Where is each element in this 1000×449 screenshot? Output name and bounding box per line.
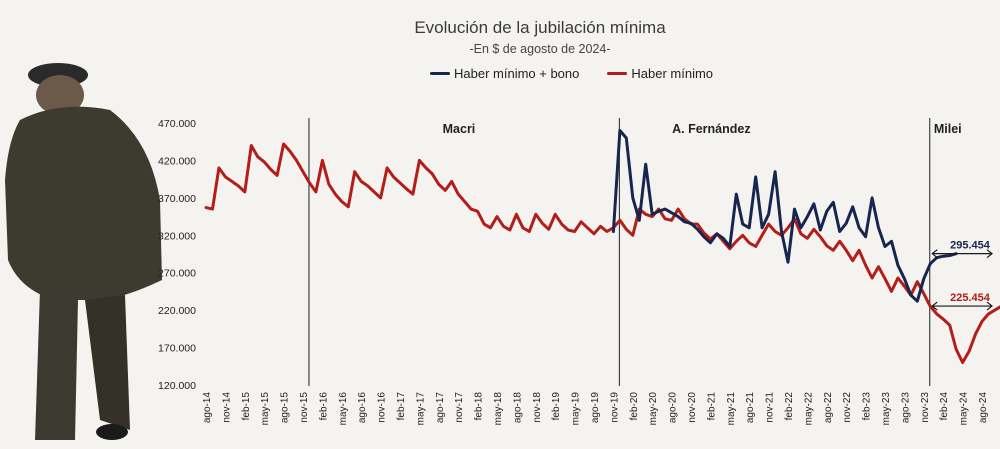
bracket-arrow-left — [931, 301, 938, 311]
y-tick-label: 420.000 — [158, 155, 196, 167]
x-tick-label: nov-22 — [842, 392, 853, 423]
legend-swatch-bono — [430, 72, 450, 75]
y-tick-label: 470.000 — [158, 118, 196, 130]
x-tick-label: nov-19 — [609, 392, 620, 423]
legend-swatch-haber — [607, 72, 628, 75]
chart-legend: Haber mínimo + bono Haber mínimo — [430, 66, 713, 81]
x-tick-label: may-17 — [415, 392, 426, 426]
y-tick-label: 370.000 — [158, 193, 196, 205]
x-tick-label: nov-23 — [920, 392, 931, 423]
head-shape — [36, 75, 84, 115]
x-tick-label: ago-19 — [590, 392, 601, 424]
x-tick-label: feb-21 — [706, 392, 717, 421]
x-tick-label: ago-24 — [978, 392, 989, 424]
x-tick-label: feb-20 — [629, 392, 640, 421]
coat-shape — [5, 106, 162, 301]
series-line-haber-bono — [611, 129, 958, 303]
x-tick-label: ago-22 — [823, 392, 834, 424]
x-tick-label: nov-17 — [454, 392, 465, 423]
x-tick-label: may-19 — [571, 392, 582, 426]
y-tick-label: 320.000 — [158, 230, 196, 242]
x-tick-label: feb-17 — [396, 392, 407, 421]
y-tick-label: 220.000 — [158, 305, 196, 317]
x-tick-label: nov-15 — [299, 392, 310, 423]
y-axis: 120.000 170.000 220.000 270.000 320.000 370.0… — [158, 118, 196, 392]
series-lines — [204, 129, 1000, 364]
x-tick-label: feb-19 — [551, 392, 562, 421]
left-leg-shape — [35, 290, 78, 440]
bracket-arrow-right — [986, 249, 993, 259]
bracket-arrow-left — [931, 249, 938, 259]
end-value-label: 225.454 — [950, 292, 991, 304]
right-leg-shape — [85, 295, 130, 430]
x-tick-label: nov-14 — [221, 392, 232, 423]
x-tick-label: may-18 — [493, 392, 504, 426]
legend-item-haber: Haber mínimo — [607, 66, 713, 81]
y-tick-label: 120.000 — [158, 380, 196, 392]
x-tick-label: feb-23 — [862, 392, 873, 421]
x-tick-label: may-23 — [881, 392, 892, 426]
x-tick-label: may-15 — [260, 392, 271, 426]
x-tick-label: may-22 — [803, 392, 814, 426]
x-tick-label: may-20 — [648, 392, 659, 426]
x-tick-label: feb-22 — [784, 392, 795, 421]
chart-subtitle: -En $ de agosto de 2024- — [469, 42, 611, 56]
shoe-shape — [96, 424, 128, 440]
period-label: A. Fernández — [672, 122, 751, 136]
y-tick-label: 270.000 — [158, 268, 196, 280]
x-tick-label: may-24 — [959, 392, 970, 426]
x-tick-label: ago-14 — [202, 392, 213, 424]
series-line-haber-minimo — [204, 142, 1000, 364]
x-tick-label: ago-16 — [357, 392, 368, 424]
x-tick-label: may-21 — [726, 392, 737, 426]
chart-title: Evolución de la jubilación mínima — [414, 18, 666, 37]
legend-item-bono: Haber mínimo + bono — [430, 66, 579, 81]
bracket-arrow-right — [986, 301, 993, 311]
period-markers: Macri A. Fernández Milei — [308, 118, 962, 386]
x-axis: ago-14 nov-14 feb-15 may-15 ago-15 nov-15 feb-… — [202, 392, 989, 426]
x-tick-label: ago-20 — [668, 392, 679, 424]
x-tick-label: ago-15 — [280, 392, 291, 424]
x-tick-label: nov-18 — [532, 392, 543, 423]
x-tick-label: ago-18 — [512, 392, 523, 424]
x-tick-label: feb-18 — [474, 392, 485, 421]
end-value-label: 295.454 — [950, 240, 991, 252]
period-label: Macri — [443, 122, 476, 136]
legend-label-haber: Haber mínimo — [631, 66, 714, 81]
x-tick-label: nov-16 — [377, 392, 388, 423]
x-tick-label: feb-16 — [318, 392, 329, 421]
x-tick-label: ago-17 — [435, 392, 446, 424]
x-tick-label: may-16 — [338, 392, 349, 426]
y-tick-label: 170.000 — [158, 343, 196, 355]
x-tick-label: ago-21 — [745, 392, 756, 424]
x-tick-label: feb-15 — [241, 392, 252, 421]
x-tick-label: nov-20 — [687, 392, 698, 423]
elderly-man-photo — [5, 63, 162, 440]
x-tick-label: ago-23 — [900, 392, 911, 424]
period-label: Milei — [934, 122, 962, 136]
legend-label-bono: Haber mínimo + bono — [454, 66, 580, 81]
end-value-markers: 295.454 225.454 — [931, 240, 993, 311]
x-tick-label: nov-21 — [765, 392, 776, 423]
x-tick-label: feb-24 — [939, 392, 950, 421]
